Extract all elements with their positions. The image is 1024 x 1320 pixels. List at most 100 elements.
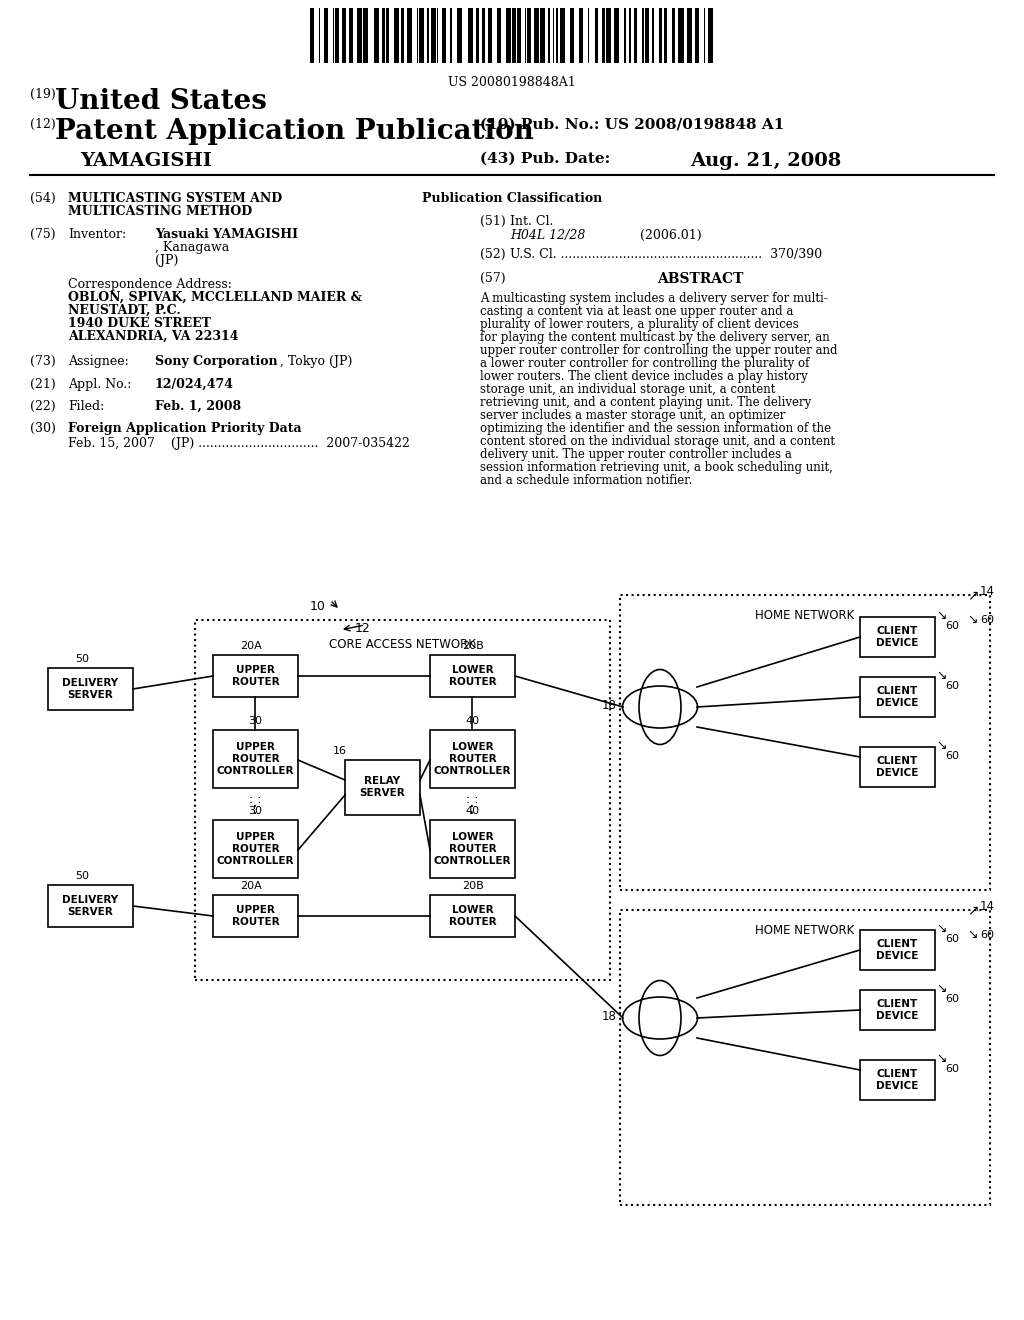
- Text: 40: 40: [465, 807, 479, 816]
- Text: Aug. 21, 2008: Aug. 21, 2008: [690, 152, 842, 170]
- Bar: [430, 820, 515, 878]
- Text: 16: 16: [333, 746, 347, 756]
- Bar: [374, 8, 379, 63]
- Text: 60: 60: [945, 620, 959, 631]
- Text: OBLON, SPIVAK, MCCLELLAND MAIER &: OBLON, SPIVAK, MCCLELLAND MAIER &: [68, 290, 361, 304]
- Text: CLIENT: CLIENT: [877, 756, 919, 766]
- Text: 60: 60: [980, 615, 994, 624]
- Text: ROUTER: ROUTER: [231, 917, 280, 927]
- Text: (73): (73): [30, 355, 55, 368]
- Text: storage unit, an individual storage unit, a content: storage unit, an individual storage unit…: [480, 383, 775, 396]
- Bar: [679, 8, 683, 63]
- Text: , Kanagawa: , Kanagawa: [155, 242, 229, 253]
- Text: (JP): (JP): [155, 253, 178, 267]
- Bar: [336, 8, 339, 63]
- Bar: [349, 8, 353, 63]
- Text: DEVICE: DEVICE: [877, 698, 919, 708]
- Bar: [860, 931, 935, 970]
- Text: SERVER: SERVER: [68, 907, 114, 917]
- Text: (30): (30): [30, 422, 56, 436]
- Bar: [548, 8, 550, 63]
- Bar: [430, 655, 515, 697]
- Text: YAMAGISHI: YAMAGISHI: [80, 152, 212, 170]
- Text: content stored on the individual storage unit, and a content: content stored on the individual storage…: [480, 436, 835, 447]
- Bar: [506, 8, 511, 63]
- Text: 14: 14: [980, 900, 995, 913]
- Text: 1940 DUKE STREET: 1940 DUKE STREET: [68, 317, 211, 330]
- Text: ALEXANDRIA, VA 22314: ALEXANDRIA, VA 22314: [68, 330, 239, 343]
- Bar: [534, 8, 539, 63]
- Text: Patent Application Publication: Patent Application Publication: [55, 117, 534, 145]
- Text: CLIENT: CLIENT: [877, 686, 919, 696]
- Bar: [48, 668, 133, 710]
- Text: UPPER: UPPER: [237, 742, 274, 752]
- Bar: [540, 8, 545, 63]
- Text: $\searrow$: $\searrow$: [934, 982, 947, 995]
- Bar: [394, 8, 399, 63]
- Bar: [687, 8, 692, 63]
- Text: Feb. 1, 2008: Feb. 1, 2008: [155, 400, 241, 413]
- Text: 60: 60: [945, 935, 959, 944]
- Bar: [357, 8, 362, 63]
- Bar: [318, 8, 321, 63]
- Bar: [407, 8, 412, 63]
- Text: LOWER: LOWER: [452, 742, 494, 752]
- Text: (10) Pub. No.: US 2008/0198848 A1: (10) Pub. No.: US 2008/0198848 A1: [480, 117, 784, 132]
- Bar: [560, 8, 565, 63]
- Bar: [695, 8, 698, 63]
- Bar: [419, 8, 424, 63]
- Text: 20B: 20B: [462, 642, 483, 651]
- Text: DEVICE: DEVICE: [877, 950, 919, 961]
- Text: MULTICASTING METHOD: MULTICASTING METHOD: [68, 205, 252, 218]
- Bar: [708, 8, 713, 63]
- Bar: [324, 8, 328, 63]
- Text: (19): (19): [30, 88, 55, 102]
- Text: MULTICASTING SYSTEM AND: MULTICASTING SYSTEM AND: [68, 191, 283, 205]
- Text: :: :: [469, 800, 475, 818]
- Bar: [431, 8, 436, 63]
- Text: UPPER: UPPER: [237, 665, 274, 675]
- Text: optimizing the identifier and the session information of the: optimizing the identifier and the sessio…: [480, 422, 831, 436]
- Bar: [430, 730, 515, 788]
- Text: CORE ACCESS NETWORK: CORE ACCESS NETWORK: [329, 638, 475, 651]
- Bar: [629, 8, 632, 63]
- Text: (12): (12): [30, 117, 55, 131]
- Text: 60: 60: [945, 1064, 959, 1074]
- Text: LOWER: LOWER: [452, 832, 494, 842]
- Text: 18: 18: [602, 1010, 616, 1023]
- Bar: [672, 8, 675, 63]
- Bar: [401, 8, 404, 63]
- Bar: [437, 8, 438, 63]
- Bar: [634, 8, 637, 63]
- Text: SERVER: SERVER: [359, 788, 406, 799]
- Bar: [497, 8, 501, 63]
- Bar: [427, 8, 429, 63]
- Bar: [345, 760, 420, 814]
- Text: CLIENT: CLIENT: [877, 999, 919, 1008]
- Text: ROUTER: ROUTER: [231, 843, 280, 854]
- Text: Feb. 15, 2007    (JP) ...............................  2007-035422: Feb. 15, 2007 (JP) .....................…: [68, 437, 410, 450]
- Text: Yasuaki YAMAGISHI: Yasuaki YAMAGISHI: [155, 228, 298, 242]
- Text: Foreign Application Priority Data: Foreign Application Priority Data: [68, 422, 302, 436]
- Bar: [476, 8, 479, 63]
- Text: HOME NETWORK: HOME NETWORK: [756, 924, 855, 937]
- Bar: [487, 8, 492, 63]
- Text: (54): (54): [30, 191, 55, 205]
- Bar: [620, 909, 990, 1205]
- Text: retrieving unit, and a content playing unit. The delivery: retrieving unit, and a content playing u…: [480, 396, 811, 409]
- Text: 50: 50: [75, 653, 89, 664]
- Bar: [512, 8, 516, 63]
- Bar: [333, 8, 334, 63]
- Text: plurality of lower routers, a plurality of client devices: plurality of lower routers, a plurality …: [480, 318, 799, 331]
- Text: :: :: [252, 800, 258, 818]
- Text: Publication Classification: Publication Classification: [422, 191, 602, 205]
- Text: 60: 60: [945, 994, 959, 1005]
- Text: 40: 40: [465, 715, 479, 726]
- Bar: [481, 8, 485, 63]
- Text: (2006.01): (2006.01): [640, 228, 701, 242]
- Bar: [468, 8, 473, 63]
- Text: ABSTRACT: ABSTRACT: [656, 272, 743, 286]
- Text: a lower router controller for controlling the plurality of: a lower router controller for controllin…: [480, 356, 809, 370]
- Bar: [527, 8, 531, 63]
- Text: 14: 14: [980, 585, 995, 598]
